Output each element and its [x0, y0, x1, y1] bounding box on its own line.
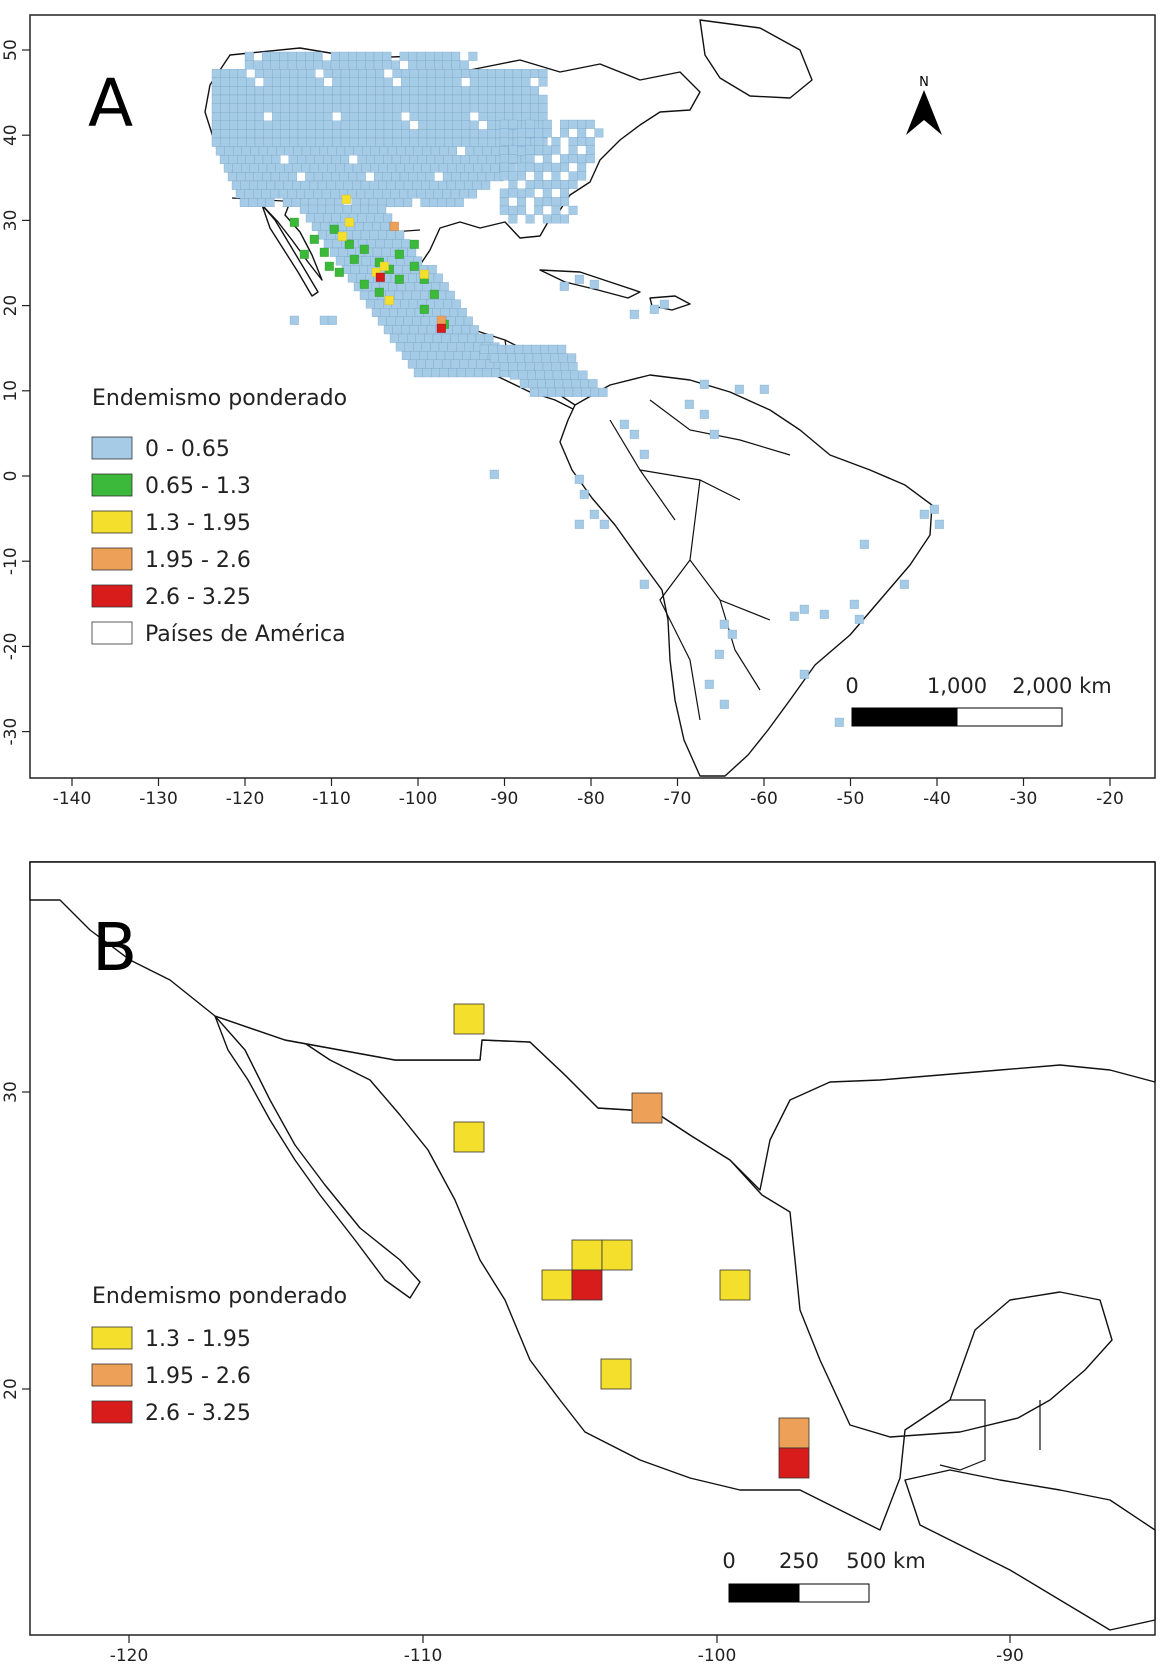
x-tick-label-b: -110: [404, 1646, 443, 1666]
legend-a-label: Países de América: [145, 622, 346, 647]
legend-a-swatch: [91, 547, 133, 571]
endemism-cell: [571, 1269, 603, 1301]
endemism-cell: [778, 1447, 810, 1479]
scale-a-label-1: 1,000: [927, 674, 987, 698]
x-tick-label-a: -100: [399, 789, 438, 809]
y-tick-label-a: 20: [1, 295, 21, 317]
legend-b-swatch: [91, 1400, 133, 1424]
endemism-cells-b: [453, 1003, 810, 1479]
greenland-coast: [699, 19, 813, 99]
endemism-cell: [541, 1269, 573, 1301]
north-label: N: [919, 75, 929, 90]
legend-b-label: 1.3 - 1.95: [145, 1327, 251, 1352]
x-tick-label-a: -70: [664, 789, 692, 809]
endemism-cell: [600, 1358, 632, 1390]
endemism-cell: [453, 1003, 485, 1035]
panel-a-frame: [29, 14, 1156, 779]
panel-b-letter: B: [92, 909, 137, 986]
x-axis-b: -120 -110 -100 -90: [110, 1635, 1024, 1666]
y-axis-b: 30 20: [1, 1081, 30, 1400]
legend-b-label: 1.95 - 2.6: [145, 1364, 251, 1389]
legend-a-swatch: [91, 584, 133, 608]
y-tick-label-a: 50: [1, 39, 21, 61]
legend-a-label: 0.65 - 1.3: [145, 474, 251, 499]
endemism-cell: [571, 1239, 603, 1271]
x-tick-label-a: -140: [53, 789, 92, 809]
x-tick-label-a: -30: [1010, 789, 1038, 809]
y-tick-label-a: 10: [1, 380, 21, 402]
south-america-land: [559, 374, 933, 777]
legend-b-label: 2.6 - 3.25: [145, 1401, 251, 1426]
baja-california-b: [214, 1015, 421, 1299]
legend-b: Endemismo ponderado 1.3 - 1.95 1.95 - 2.6…: [91, 1284, 347, 1426]
y-tick-label-a: 30: [1, 210, 21, 232]
x-axis-a: -140 -130 -120 -110 -100 -90 -80 -70 -60 -50 -40 -3…: [53, 778, 1124, 809]
scale-b-label-0: 0: [722, 1549, 735, 1573]
north-arrow: N: [906, 75, 942, 135]
scale-b-label-2: 500 km: [846, 1549, 925, 1573]
panel-a-map: N -140 -130 -120 -110 -100 -90 -80 -70 -60 -50 -40…: [1, 14, 1156, 809]
y-tick-label-a: 40: [1, 124, 21, 146]
x-tick-label-b: -120: [110, 1646, 149, 1666]
x-tick-label-a: -120: [226, 789, 265, 809]
x-tick-label-a: -130: [139, 789, 178, 809]
x-tick-label-b: -100: [698, 1646, 737, 1666]
guatemala-border: [939, 1399, 986, 1471]
scale-bar-b: 0 250 500 km: [722, 1549, 926, 1603]
legend-b-swatch: [91, 1326, 133, 1350]
legend-a-label: 0 - 0.65: [145, 437, 230, 462]
scale-a-label-2: 2,000 km: [1012, 674, 1111, 698]
legend-b-swatch: [91, 1363, 133, 1387]
endemism-cells-a: [211, 51, 944, 727]
y-tick-label-b: 30: [1, 1081, 21, 1103]
panel-a-letter: A: [88, 65, 133, 142]
x-tick-label-a: -110: [312, 789, 351, 809]
x-tick-label-a: -20: [1096, 789, 1124, 809]
y-tick-label-a: -10: [1, 547, 21, 575]
legend-a-label: 1.3 - 1.95: [145, 511, 251, 536]
legend-a-label: 2.6 - 3.25: [145, 585, 251, 610]
x-tick-label-a: -40: [923, 789, 951, 809]
y-tick-label-a: -20: [1, 633, 21, 661]
x-tick-label-b: -90: [996, 1646, 1024, 1666]
endemism-cell: [601, 1239, 633, 1271]
panel-b-map: -120 -110 -100 -90 30 20 B Endemismo pondera…: [1, 861, 1156, 1666]
endemism-cell: [719, 1269, 751, 1301]
scale-bar-a: 0 1,000 2,000 km: [845, 674, 1112, 727]
legend-a-swatch: [91, 621, 133, 645]
endemism-cell: [631, 1092, 663, 1124]
legend-a-swatch: [91, 436, 133, 460]
legend-a-label: 1.95 - 2.6: [145, 548, 251, 573]
y-axis-a: 50 40 30 20 10 0 -10 -20 -30: [1, 39, 30, 745]
y-tick-label-a: 0: [1, 471, 21, 482]
legend-a-swatch: [91, 510, 133, 534]
scale-a-label-0: 0: [845, 674, 858, 698]
scale-b-label-1: 250: [779, 1549, 819, 1573]
x-tick-label-a: -50: [837, 789, 865, 809]
y-tick-label-b: 20: [1, 1378, 21, 1400]
central-america-b: [904, 1469, 1156, 1631]
y-tick-label-a: -30: [1, 718, 21, 746]
x-tick-label-a: -80: [577, 789, 605, 809]
legend-b-title: Endemismo ponderado: [92, 1284, 347, 1309]
endemism-cell: [453, 1121, 485, 1153]
x-tick-label-a: -90: [491, 789, 519, 809]
endemism-cell: [778, 1417, 810, 1449]
x-tick-label-a: -60: [750, 789, 778, 809]
baja-california: [261, 204, 319, 297]
legend-a-title: Endemismo ponderado: [92, 386, 347, 411]
legend-a-swatch: [91, 473, 133, 497]
legend-a: Endemismo ponderado 0 - 0.65 0.65 - 1.3 1.…: [91, 386, 347, 647]
us-gulf-coast: [29, 861, 1156, 1191]
